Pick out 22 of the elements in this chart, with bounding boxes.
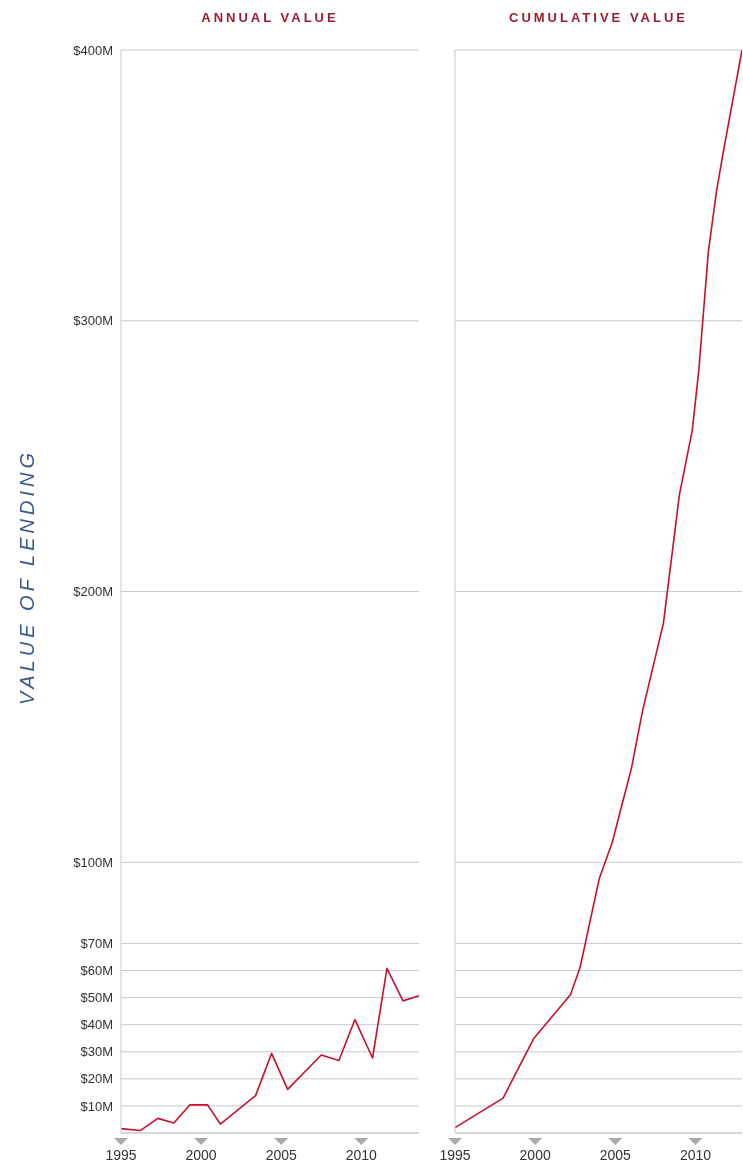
y-tick-label: $300M — [73, 313, 113, 329]
y-tick-label: $10M — [80, 1098, 113, 1114]
x-tick-label: 1995 — [439, 1147, 471, 1163]
y-tick-label: $60M — [80, 963, 113, 979]
y-tick-label: $70M — [80, 936, 113, 952]
x-tick-label: 2005 — [599, 1147, 632, 1163]
chart-title: CUMULATIVE VALUE — [508, 10, 689, 25]
y-tick-label: $40M — [80, 1017, 113, 1033]
x-tick-label: 1995 — [105, 1147, 137, 1163]
y-tick-label: $200M — [73, 584, 113, 600]
x-tick-label: 2005 — [265, 1147, 297, 1163]
y-axis-title: VALUE OF LENDING — [15, 449, 39, 705]
x-tick-label: 2010 — [679, 1147, 712, 1163]
y-tick-label: $20M — [80, 1071, 113, 1087]
y-tick-label: $30M — [80, 1044, 113, 1060]
y-tick-label: $100M — [73, 854, 113, 870]
chart-title: ANNUAL VALUE — [200, 10, 340, 25]
y-tick-label: $50M — [80, 990, 113, 1006]
x-tick-label: 2000 — [185, 1147, 217, 1163]
y-tick-label: $400M — [73, 42, 113, 58]
x-tick-label: 2000 — [519, 1147, 551, 1163]
x-tick-label: 2010 — [345, 1147, 378, 1163]
